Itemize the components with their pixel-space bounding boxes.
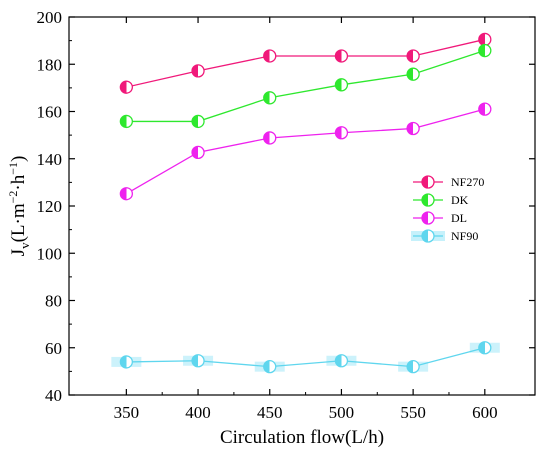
series-line-dk [126, 49, 486, 123]
y-axis-title: Jv(L·m−2·h−1) [6, 156, 32, 257]
legend-label-nf270: NF270 [451, 175, 484, 189]
data-point-dl [334, 126, 349, 140]
series-line-dl [126, 108, 485, 195]
y-tick-label: 40 [45, 386, 62, 405]
data-point-dk [263, 91, 277, 105]
x-tick-label: 400 [185, 403, 211, 422]
data-point-dk [119, 114, 134, 129]
y-tick-label: 80 [45, 292, 62, 311]
y-axis-title-exp1: −2 [6, 191, 20, 204]
data-point-dl [191, 145, 205, 160]
y-tick-label: 100 [37, 244, 63, 263]
series-line-nf90 [126, 347, 485, 368]
data-point-nf270 [263, 49, 277, 63]
data-point-nf90 [263, 359, 277, 374]
x-tick-label: 550 [400, 403, 426, 422]
y-tick-label: 60 [45, 339, 62, 358]
series-line-layer [126, 38, 486, 368]
x-tick-label: 450 [257, 403, 283, 422]
legend-label-dk: DK [451, 193, 469, 207]
data-point-dk [478, 43, 492, 58]
y-tick-label: 200 [37, 8, 63, 27]
data-point-nf90 [119, 355, 134, 369]
x-tick-label: 500 [329, 403, 355, 422]
data-point-nf90 [334, 354, 349, 368]
y-axis-title-unit-mid: ·h [8, 174, 29, 190]
x-tick-label: 350 [114, 403, 140, 422]
y-axis-title-unit-close: ) [8, 156, 29, 162]
y-tick-label: 160 [37, 103, 63, 122]
data-point-dk [406, 67, 420, 81]
y-tick-label: 120 [37, 197, 63, 216]
y-axis-title-main: J [8, 249, 29, 256]
legend-marker-dl [421, 211, 435, 225]
data-point-dk [191, 114, 205, 129]
data-point-nf90 [406, 359, 420, 374]
legend-label-nf90: NF90 [451, 229, 478, 243]
data-point-nf270 [191, 64, 205, 78]
data-point-dk [334, 78, 349, 92]
y-axis-title-subscript: v [17, 242, 32, 249]
error-band-layer [111, 342, 500, 372]
data-point-nf90 [478, 341, 492, 355]
legend-marker-dk [421, 193, 435, 207]
y-axis-title-exp2: −1 [6, 162, 20, 175]
y-axis-ticks: 40 60 80 100 120 140 160 180 200 [37, 8, 535, 405]
series-line-nf270 [126, 38, 485, 88]
data-point-dl [263, 131, 277, 145]
legend-label-dl: DL [451, 211, 467, 225]
data-point-dl [406, 121, 420, 136]
data-point-nf270 [119, 80, 134, 94]
data-point-nf90 [191, 354, 205, 368]
legend-marker-nf90 [421, 229, 435, 243]
legend: NF270 DK DL NF90 [411, 175, 484, 243]
x-axis-ticks: 350 400 450 500 550 600 [114, 17, 498, 422]
data-point-nf270 [334, 49, 349, 63]
y-tick-label: 180 [37, 55, 63, 74]
x-tick-label: 600 [472, 403, 498, 422]
data-point-nf270 [478, 32, 492, 47]
y-tick-label: 140 [37, 150, 63, 169]
data-point-dl [478, 102, 492, 116]
marker-layer [119, 32, 492, 374]
x-axis-title: Circulation flow(L/h) [220, 427, 384, 448]
legend-marker-nf270 [421, 175, 435, 189]
data-point-nf270 [406, 49, 420, 63]
data-point-dl [119, 187, 134, 201]
y-axis-title-unit-open: (L·m [8, 203, 29, 242]
